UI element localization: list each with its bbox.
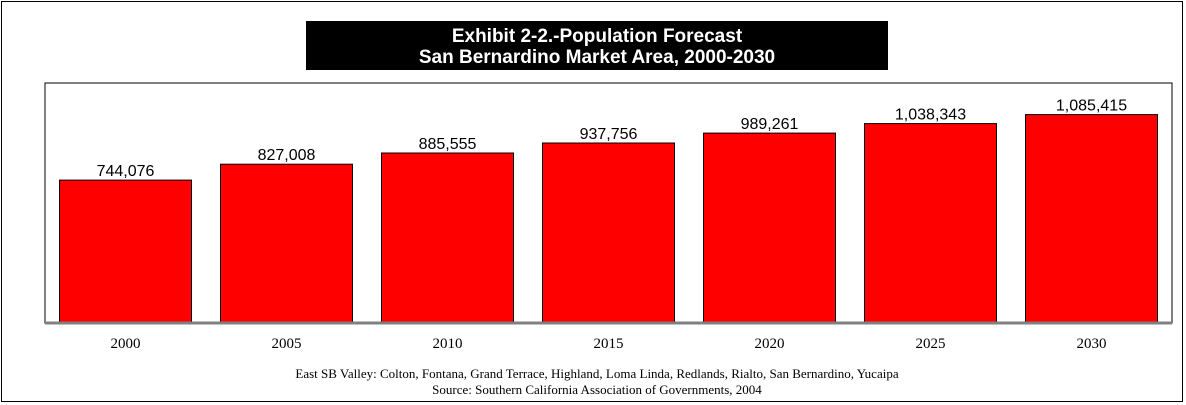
x-tick-label-2005: 2005: [272, 336, 302, 352]
chart-title-line-2: San Bernardino Market Area, 2000-2030: [419, 47, 775, 68]
bars-group: [59, 114, 1158, 324]
bar-2015: [542, 142, 675, 324]
footnote-line-2: Source: Southern California Association …: [432, 382, 762, 397]
value-label-2005: 827,008: [258, 147, 316, 164]
x-tick-label-2025: 2025: [916, 336, 946, 352]
value-label-2030: 1,085,415: [1056, 98, 1127, 115]
bar-2030: [1025, 114, 1158, 324]
value-labels-group: 744,076 827,008 885,555 937,756 989,261 1,038…: [97, 98, 1128, 181]
x-tick-label-2020: 2020: [755, 336, 785, 352]
value-label-2010: 885,555: [419, 136, 477, 153]
bar-2005: [220, 163, 353, 324]
chart-title-line-1: Exhibit 2-2.-Population Forecast: [452, 26, 743, 47]
bar-2000: [59, 179, 192, 324]
bar-2020: [703, 132, 836, 324]
chart-footnotes: East SB Valley: Colton, Fontana, Grand T…: [295, 366, 898, 397]
value-label-2025: 1,038,343: [895, 107, 966, 124]
x-axis-tick-labels: 2000 2005 2010 2015 2020 2025 2030: [111, 336, 1107, 352]
x-tick-label-2015: 2015: [594, 336, 624, 352]
footnote-line-1: East SB Valley: Colton, Fontana, Grand T…: [295, 366, 898, 381]
x-tick-label-2030: 2030: [1077, 336, 1107, 352]
value-label-2020: 989,261: [741, 116, 799, 133]
bar-2010: [381, 152, 514, 324]
x-tick-label-2000: 2000: [111, 336, 141, 352]
chart-title-block: Exhibit 2-2.-Population Forecast San Ber…: [306, 21, 888, 70]
x-tick-label-2010: 2010: [433, 336, 463, 352]
value-label-2000: 744,076: [97, 163, 155, 180]
value-label-2015: 937,756: [580, 126, 638, 143]
chart-title-background: [306, 21, 888, 70]
plot-area: 744,076 827,008 885,555 937,756 989,261 1,038…: [44, 82, 1173, 325]
bar-2025: [864, 123, 997, 324]
